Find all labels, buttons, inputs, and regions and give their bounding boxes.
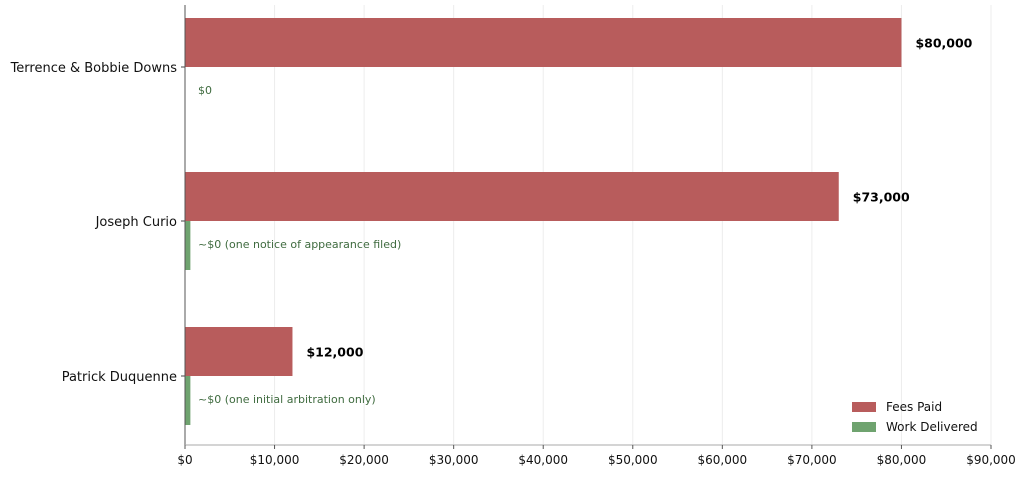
value-label-fees-paid-patrick-duquenne: $12,000 (306, 345, 363, 360)
value-label-fees-paid-joseph-curio: $73,000 (853, 190, 910, 205)
value-label-work-delivered-patrick-duquenne: ~$0 (one initial arbitration only) (198, 393, 376, 406)
value-label-work-delivered-terrence-bobbie-downs: $0 (198, 84, 212, 97)
bar-fees-paid-patrick-duquenne (185, 327, 293, 376)
legend: Fees Paid Work Delivered (852, 400, 978, 434)
bar-work-delivered-patrick-duquenne (185, 376, 191, 425)
x-tick-label: $30,000 (429, 453, 479, 467)
x-tick-label: $40,000 (518, 453, 568, 467)
legend-swatch-work-delivered (852, 422, 876, 432)
legend-swatch-fees-paid (852, 402, 876, 412)
category-label-patrick-duquenne: Patrick Duquenne (62, 370, 177, 385)
bar-fees-paid-joseph-curio (185, 172, 839, 221)
grid-lines (274, 5, 992, 445)
legend-label-fees-paid: Fees Paid (886, 400, 942, 414)
x-tick-label: $60,000 (698, 453, 748, 467)
bar-work-delivered-joseph-curio (185, 221, 191, 270)
x-tick-label: $80,000 (877, 453, 927, 467)
value-label-fees-paid-terrence-bobbie-downs: $80,000 (915, 36, 972, 51)
x-tick-label: $20,000 (339, 453, 389, 467)
legend-label-work-delivered: Work Delivered (886, 420, 978, 434)
category-label-joseph-curio: Joseph Curio (95, 215, 177, 230)
value-label-work-delivered-joseph-curio: ~$0 (one notice of appearance filed) (198, 238, 401, 251)
x-tick-label: $90,000 (966, 453, 1016, 467)
x-tick-label: $10,000 (250, 453, 300, 467)
bars (185, 18, 902, 425)
x-tick-label: $50,000 (608, 453, 658, 467)
axes: Terrence & Bobbie Downs Joseph Curio Patri… (10, 5, 1016, 467)
bar-value-labels: $80,000 $0 $73,000 ~$0 (one notice of appea… (198, 36, 973, 407)
x-tick-label: $0 (177, 453, 192, 467)
bar-fees-paid-terrence-bobbie-downs (185, 18, 902, 67)
x-tick-label: $70,000 (787, 453, 837, 467)
category-label-terrence-bobbie-downs: Terrence & Bobbie Downs (10, 61, 178, 76)
